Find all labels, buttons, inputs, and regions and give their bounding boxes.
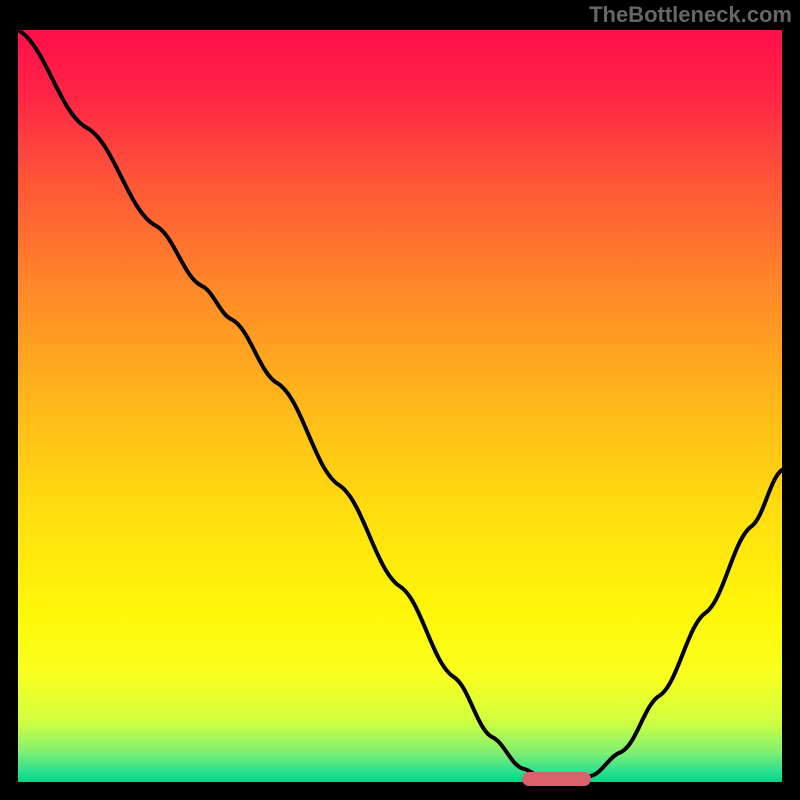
gradient-background	[18, 30, 782, 782]
watermark-label: TheBottleneck.com	[589, 2, 792, 28]
plot-area	[18, 30, 782, 782]
chart-container: TheBottleneck.com	[0, 0, 800, 800]
optimum-marker	[522, 772, 591, 786]
